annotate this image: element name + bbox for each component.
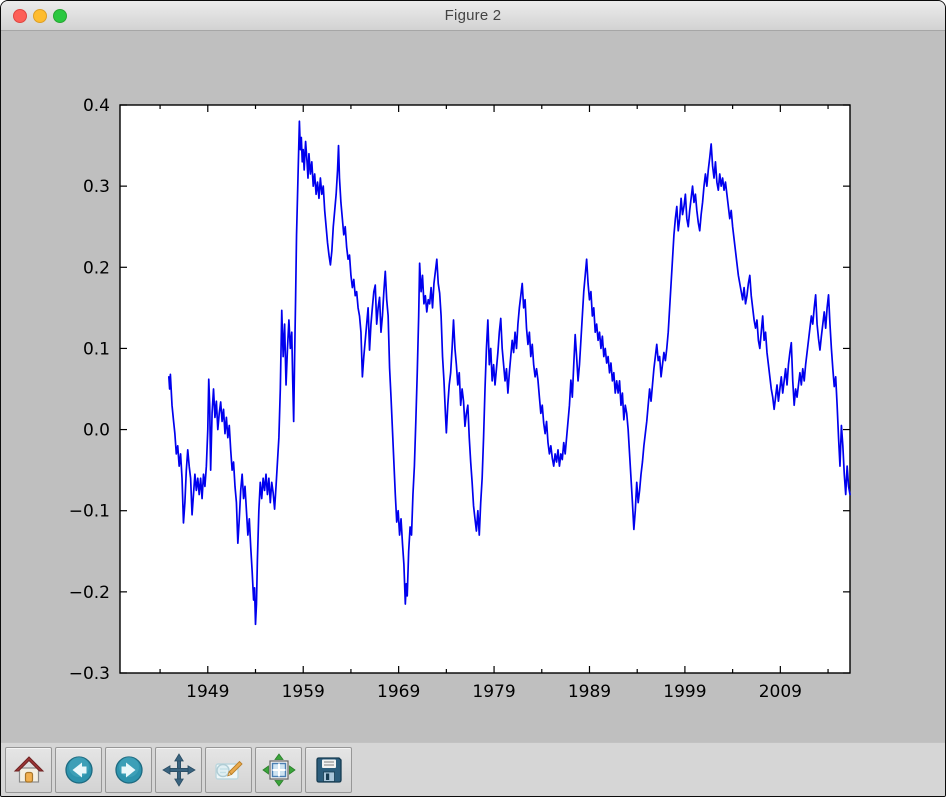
save-button[interactable] bbox=[305, 746, 352, 793]
figure-canvas-area: 1949 1959 1969 1979 1989 1999 2009 0.4 0.3 0.2 0.1… bbox=[1, 31, 945, 742]
y-tick-label: 0.0 bbox=[83, 421, 110, 441]
forward-button[interactable] bbox=[105, 746, 152, 793]
minimize-button[interactable] bbox=[33, 9, 47, 23]
data-line bbox=[168, 120, 851, 626]
home-button[interactable] bbox=[5, 746, 52, 793]
y-tick-label: 0.1 bbox=[83, 339, 110, 359]
forward-icon bbox=[114, 755, 143, 784]
y-tick-label: −0.2 bbox=[69, 583, 110, 603]
y-tick-label: 0.4 bbox=[83, 96, 110, 116]
close-button[interactable] bbox=[13, 9, 27, 23]
zoom-rect-button[interactable] bbox=[205, 746, 252, 793]
y-tick-label: −0.1 bbox=[69, 502, 110, 522]
x-tick-label: 1979 bbox=[472, 682, 515, 702]
x-tick-label: 2009 bbox=[759, 682, 802, 702]
plot-canvas[interactable]: 1949 1959 1969 1979 1989 1999 2009 0.4 0.3 0.2 0.1… bbox=[1, 31, 945, 742]
home-icon bbox=[13, 755, 44, 783]
x-tick-label: 1959 bbox=[282, 682, 325, 702]
save-icon bbox=[315, 756, 342, 783]
y-tick-label: 0.2 bbox=[83, 258, 110, 278]
back-button[interactable] bbox=[55, 746, 102, 793]
navigation-toolbar bbox=[1, 742, 945, 796]
x-tick-label: 1989 bbox=[568, 682, 611, 702]
fullscreen-button[interactable] bbox=[53, 9, 67, 23]
pan-icon bbox=[161, 752, 196, 787]
configure-subplots-icon bbox=[261, 752, 296, 787]
window-title: Figure 2 bbox=[444, 7, 502, 24]
pan-button[interactable] bbox=[155, 746, 202, 793]
x-tick-label: 1949 bbox=[186, 682, 229, 702]
configure-subplots-button[interactable] bbox=[255, 746, 302, 793]
titlebar: Figure 2 bbox=[1, 1, 945, 31]
traffic-lights bbox=[13, 9, 67, 23]
zoom-rect-icon bbox=[214, 760, 243, 780]
x-tick-label: 1999 bbox=[663, 682, 706, 702]
y-tick-label: 0.3 bbox=[83, 177, 110, 197]
x-tick-label: 1969 bbox=[377, 682, 420, 702]
back-icon bbox=[64, 755, 93, 784]
y-tick-label: −0.3 bbox=[69, 664, 110, 684]
